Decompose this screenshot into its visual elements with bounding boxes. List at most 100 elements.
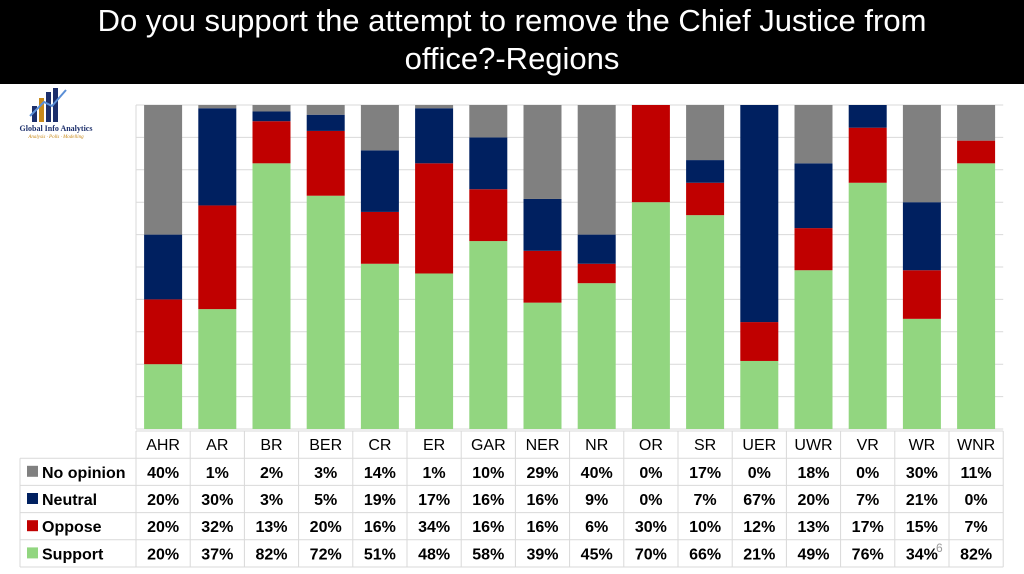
category-label-wnr: WNR <box>957 437 995 454</box>
bar-support-wr <box>902 318 941 429</box>
data-label: 0% <box>639 492 662 509</box>
bar-neutral-vr <box>848 105 887 128</box>
bar-support-gar <box>469 241 508 429</box>
data-label: 16% <box>526 492 558 509</box>
bar-no-opinion-wr <box>902 105 941 203</box>
bar-oppose-gar <box>469 189 508 242</box>
bar-support-uwr <box>794 270 833 429</box>
bar-no-opinion-ner <box>523 105 562 199</box>
category-label-br: BR <box>260 437 282 454</box>
category-label-er: ER <box>423 437 445 454</box>
bar-oppose-cr <box>360 211 399 264</box>
data-label: 21% <box>906 492 938 509</box>
bar-neutral-uwr <box>794 163 833 229</box>
bar-oppose-wr <box>902 270 941 319</box>
category-label-ner: NER <box>526 437 560 454</box>
bar-support-ner <box>523 302 562 429</box>
category-label-gar: GAR <box>471 437 506 454</box>
data-label: 40% <box>581 465 613 482</box>
bar-support-nr <box>577 283 616 429</box>
data-label: 5% <box>314 492 337 509</box>
legend-label-oppose: Oppose <box>42 519 102 536</box>
bar-oppose-er <box>415 163 454 274</box>
bar-oppose-vr <box>848 127 887 183</box>
bar-support-uer <box>740 360 779 429</box>
data-label: 7% <box>965 519 988 536</box>
data-label: 29% <box>526 465 558 482</box>
bar-no-opinion-uwr <box>794 105 833 164</box>
legend-key-no-opinion <box>27 465 38 477</box>
data-label: 49% <box>797 546 829 563</box>
data-label: 10% <box>689 519 721 536</box>
bar-neutral-nr <box>577 234 616 264</box>
data-label: 16% <box>526 519 558 536</box>
data-label: 17% <box>418 492 450 509</box>
bar-no-opinion-wnr <box>957 105 996 141</box>
data-label: 7% <box>856 492 879 509</box>
category-label-uwr: UWR <box>794 437 832 454</box>
data-label: 19% <box>364 492 396 509</box>
data-label: 58% <box>472 546 504 563</box>
bar-support-er <box>415 273 454 429</box>
data-label: 6% <box>585 519 608 536</box>
bar-support-ahr <box>144 364 183 429</box>
bar-oppose-br <box>252 121 291 164</box>
company-logo: Global Info Analytics Analysis · Polls ·… <box>6 86 118 146</box>
bar-support-vr <box>848 182 887 429</box>
bar-neutral-br <box>252 111 291 122</box>
data-label: 21% <box>743 546 775 563</box>
data-label: 12% <box>743 519 775 536</box>
bar-no-opinion-gar <box>469 105 508 138</box>
data-label: 2% <box>260 465 283 482</box>
data-label: 0% <box>856 465 879 482</box>
bar-support-cr <box>360 263 399 429</box>
logo-name: Global Info Analytics <box>19 124 93 133</box>
data-label: 30% <box>906 465 938 482</box>
legend-key-support <box>27 547 38 559</box>
data-label: 76% <box>852 546 884 563</box>
bar-oppose-nr <box>577 263 616 284</box>
bar-no-opinion-nr <box>577 105 616 235</box>
bar-support-ber <box>306 195 345 429</box>
data-label: 67% <box>743 492 775 509</box>
data-label: 37% <box>201 546 233 563</box>
data-label: 0% <box>748 465 771 482</box>
legend-label-support: Support <box>42 546 104 563</box>
bar-neutral-sr <box>686 160 725 183</box>
bar-no-opinion-ber <box>306 105 345 115</box>
bar-oppose-uwr <box>794 228 833 271</box>
data-label: 32% <box>201 519 233 536</box>
data-label: 34% <box>418 519 450 536</box>
bar-neutral-uer <box>740 105 779 323</box>
legend-key-neutral <box>27 493 38 504</box>
legend-key-oppose <box>27 520 38 532</box>
category-label-vr: VR <box>857 437 879 454</box>
bar-oppose-uer <box>740 322 779 361</box>
bar-neutral-ner <box>523 198 562 251</box>
bar-support-br <box>252 163 291 429</box>
bar-oppose-ber <box>306 130 345 196</box>
bar-no-opinion-ahr <box>144 105 183 235</box>
bar-neutral-gar <box>469 137 508 190</box>
bar-support-ar <box>198 309 237 429</box>
bar-support-sr <box>686 215 725 429</box>
data-label: 15% <box>906 519 938 536</box>
data-label: 20% <box>310 519 342 536</box>
data-label: 45% <box>581 546 613 563</box>
page-number: 6 <box>936 541 943 555</box>
bar-neutral-ber <box>306 114 345 131</box>
data-label: 17% <box>689 465 721 482</box>
data-label: 39% <box>526 546 558 563</box>
bar-neutral-ahr <box>144 234 183 300</box>
title-bar: Do you support the attempt to remove the… <box>0 0 1024 84</box>
data-label: 10% <box>472 465 504 482</box>
bar-oppose-wnr <box>957 140 996 164</box>
data-label: 16% <box>472 492 504 509</box>
bar-neutral-ar <box>198 108 237 206</box>
data-label: 18% <box>797 465 829 482</box>
bar-oppose-ner <box>523 250 562 303</box>
bar-oppose-ar <box>198 205 237 310</box>
logo-tagline: Analysis · Polls · Modelling <box>28 135 84 140</box>
category-label-ar: AR <box>206 437 228 454</box>
category-label-ber: BER <box>309 437 342 454</box>
